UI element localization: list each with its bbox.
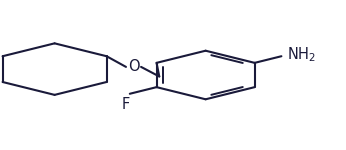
Text: NH$_2$: NH$_2$ xyxy=(286,45,316,64)
Text: F: F xyxy=(121,97,129,112)
Text: O: O xyxy=(128,59,139,74)
